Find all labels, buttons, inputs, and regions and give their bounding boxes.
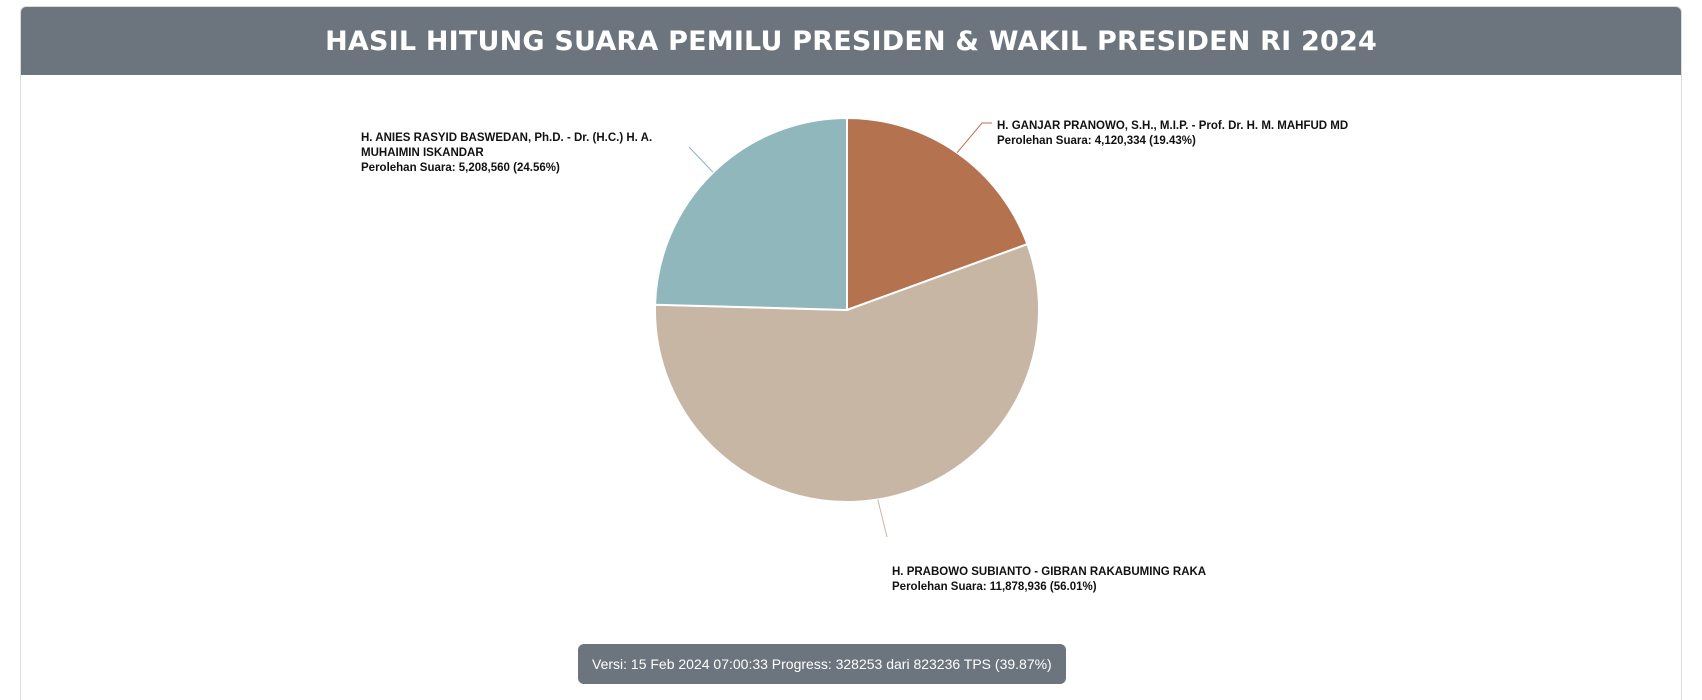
slice-label-prabowo: H. PRABOWO SUBIANTO - GIBRAN RAKABUMING … xyxy=(892,565,1206,595)
slice-label-ganjar-value: Perolehan Suara: 4,120,334 (19.43%) xyxy=(997,135,1196,147)
pie-slice-ganjar[interactable] xyxy=(846,116,1029,312)
pie-chart xyxy=(654,116,1040,538)
slice-label-anies-value: Perolehan Suara: 5,208,560 (24.56%) xyxy=(361,162,560,174)
slice-label-ganjar-name: H. GANJAR PRANOWO, S.H., M.I.P. - Prof. … xyxy=(997,120,1349,132)
pie-slice-anies[interactable] xyxy=(654,116,848,312)
leader-line-anies xyxy=(688,146,714,173)
slice-label-prabowo-value: Perolehan Suara: 11,878,936 (56.01%) xyxy=(892,581,1097,593)
slice-label-ganjar: H. GANJAR PRANOWO, S.H., M.I.P. - Prof. … xyxy=(997,119,1348,149)
page-title: HASIL HITUNG SUARA PEMILU PRESIDEN & WAK… xyxy=(325,25,1377,57)
slice-label-prabowo-name: H. PRABOWO SUBIANTO - GIBRAN RAKABUMING … xyxy=(892,566,1207,578)
slice-label-anies-name: H. ANIES RASYID BASWEDAN, Ph.D. - Dr. (H… xyxy=(361,132,653,159)
leader-line-ganjar xyxy=(956,122,992,153)
slice-label-anies: H. ANIES RASYID BASWEDAN, Ph.D. - Dr. (H… xyxy=(361,131,681,176)
version-progress-text: Versi: 15 Feb 2024 07:00:33 Progress: 32… xyxy=(592,656,1052,672)
results-panel: HASIL HITUNG SUARA PEMILU PRESIDEN & WAK… xyxy=(20,6,1682,700)
panel-header: HASIL HITUNG SUARA PEMILU PRESIDEN & WAK… xyxy=(21,7,1681,75)
pie-chart-area: H. ANIES RASYID BASWEDAN, Ph.D. - Dr. (H… xyxy=(21,75,1683,635)
version-progress-badge: Versi: 15 Feb 2024 07:00:33 Progress: 32… xyxy=(578,644,1066,684)
pie-slice-prabowo[interactable] xyxy=(654,242,1040,503)
leader-line-prabowo xyxy=(877,499,888,538)
